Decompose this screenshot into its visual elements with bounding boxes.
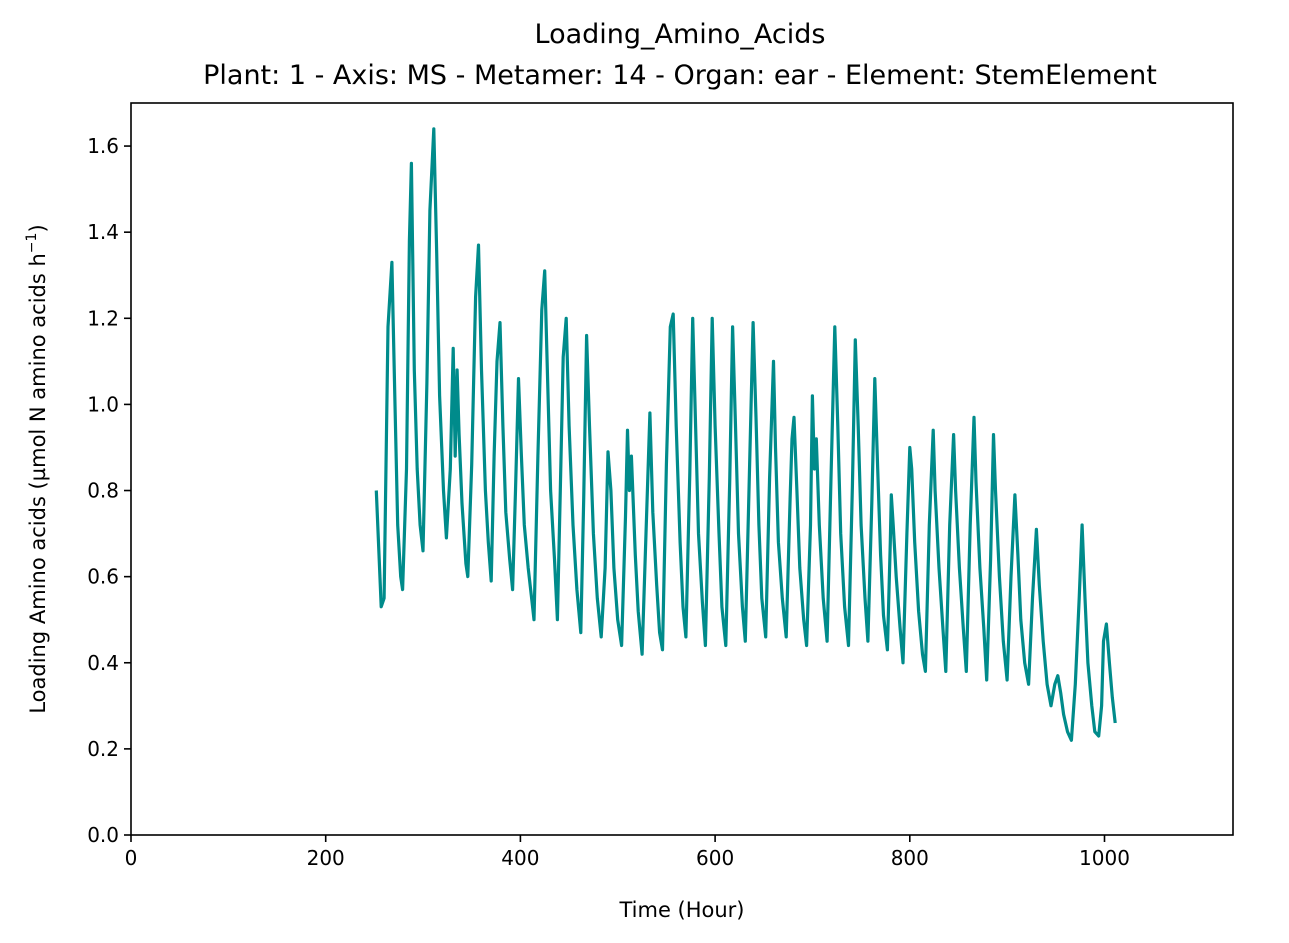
y-tick-label: 0.8: [87, 479, 119, 503]
chart-title-group: Loading_Amino_Acids Plant: 1 - Axis: MS …: [203, 19, 1157, 91]
y-axis-label: Loading Amino acids (µmol N amino acids …: [24, 224, 50, 713]
chart-subtitle: Plant: 1 - Axis: MS - Metamer: 14 - Orga…: [203, 60, 1157, 91]
plot-area: 0 200 400 600 800 1000 0.0 0.2 0.4 0.6 0.8 1.0 1.2 1.…: [87, 102, 1234, 870]
x-tick-label: 800: [891, 846, 929, 870]
chart-title: Loading_Amino_Acids: [535, 19, 826, 50]
y-axis-label-close: ): [26, 224, 50, 232]
y-tick-label: 0.4: [87, 651, 119, 675]
y-tick-label: 0.0: [87, 823, 119, 847]
x-tick-label: 600: [696, 846, 734, 870]
x-tick-label: 1000: [1079, 846, 1130, 870]
x-tick-label: 0: [125, 846, 138, 870]
y-tick-label: 1.0: [87, 392, 119, 416]
plot-frame: [130, 102, 1234, 836]
y-tick-label: 1.4: [87, 220, 119, 244]
y-axis-label-sup: −1: [24, 233, 40, 254]
y-tick-label: 0.2: [87, 737, 119, 761]
y-tick-label: 0.6: [87, 565, 119, 589]
x-axis-label: Time (Hour): [618, 898, 744, 922]
x-tick-label: 400: [501, 846, 539, 870]
y-axis-label-main: Loading Amino acids (µmol N amino acids …: [26, 253, 50, 713]
y-tick-label: 1.6: [87, 134, 119, 158]
y-tick-label: 1.2: [87, 306, 119, 330]
series-line-0: [374, 127, 1117, 742]
x-tick-label: 200: [307, 846, 345, 870]
